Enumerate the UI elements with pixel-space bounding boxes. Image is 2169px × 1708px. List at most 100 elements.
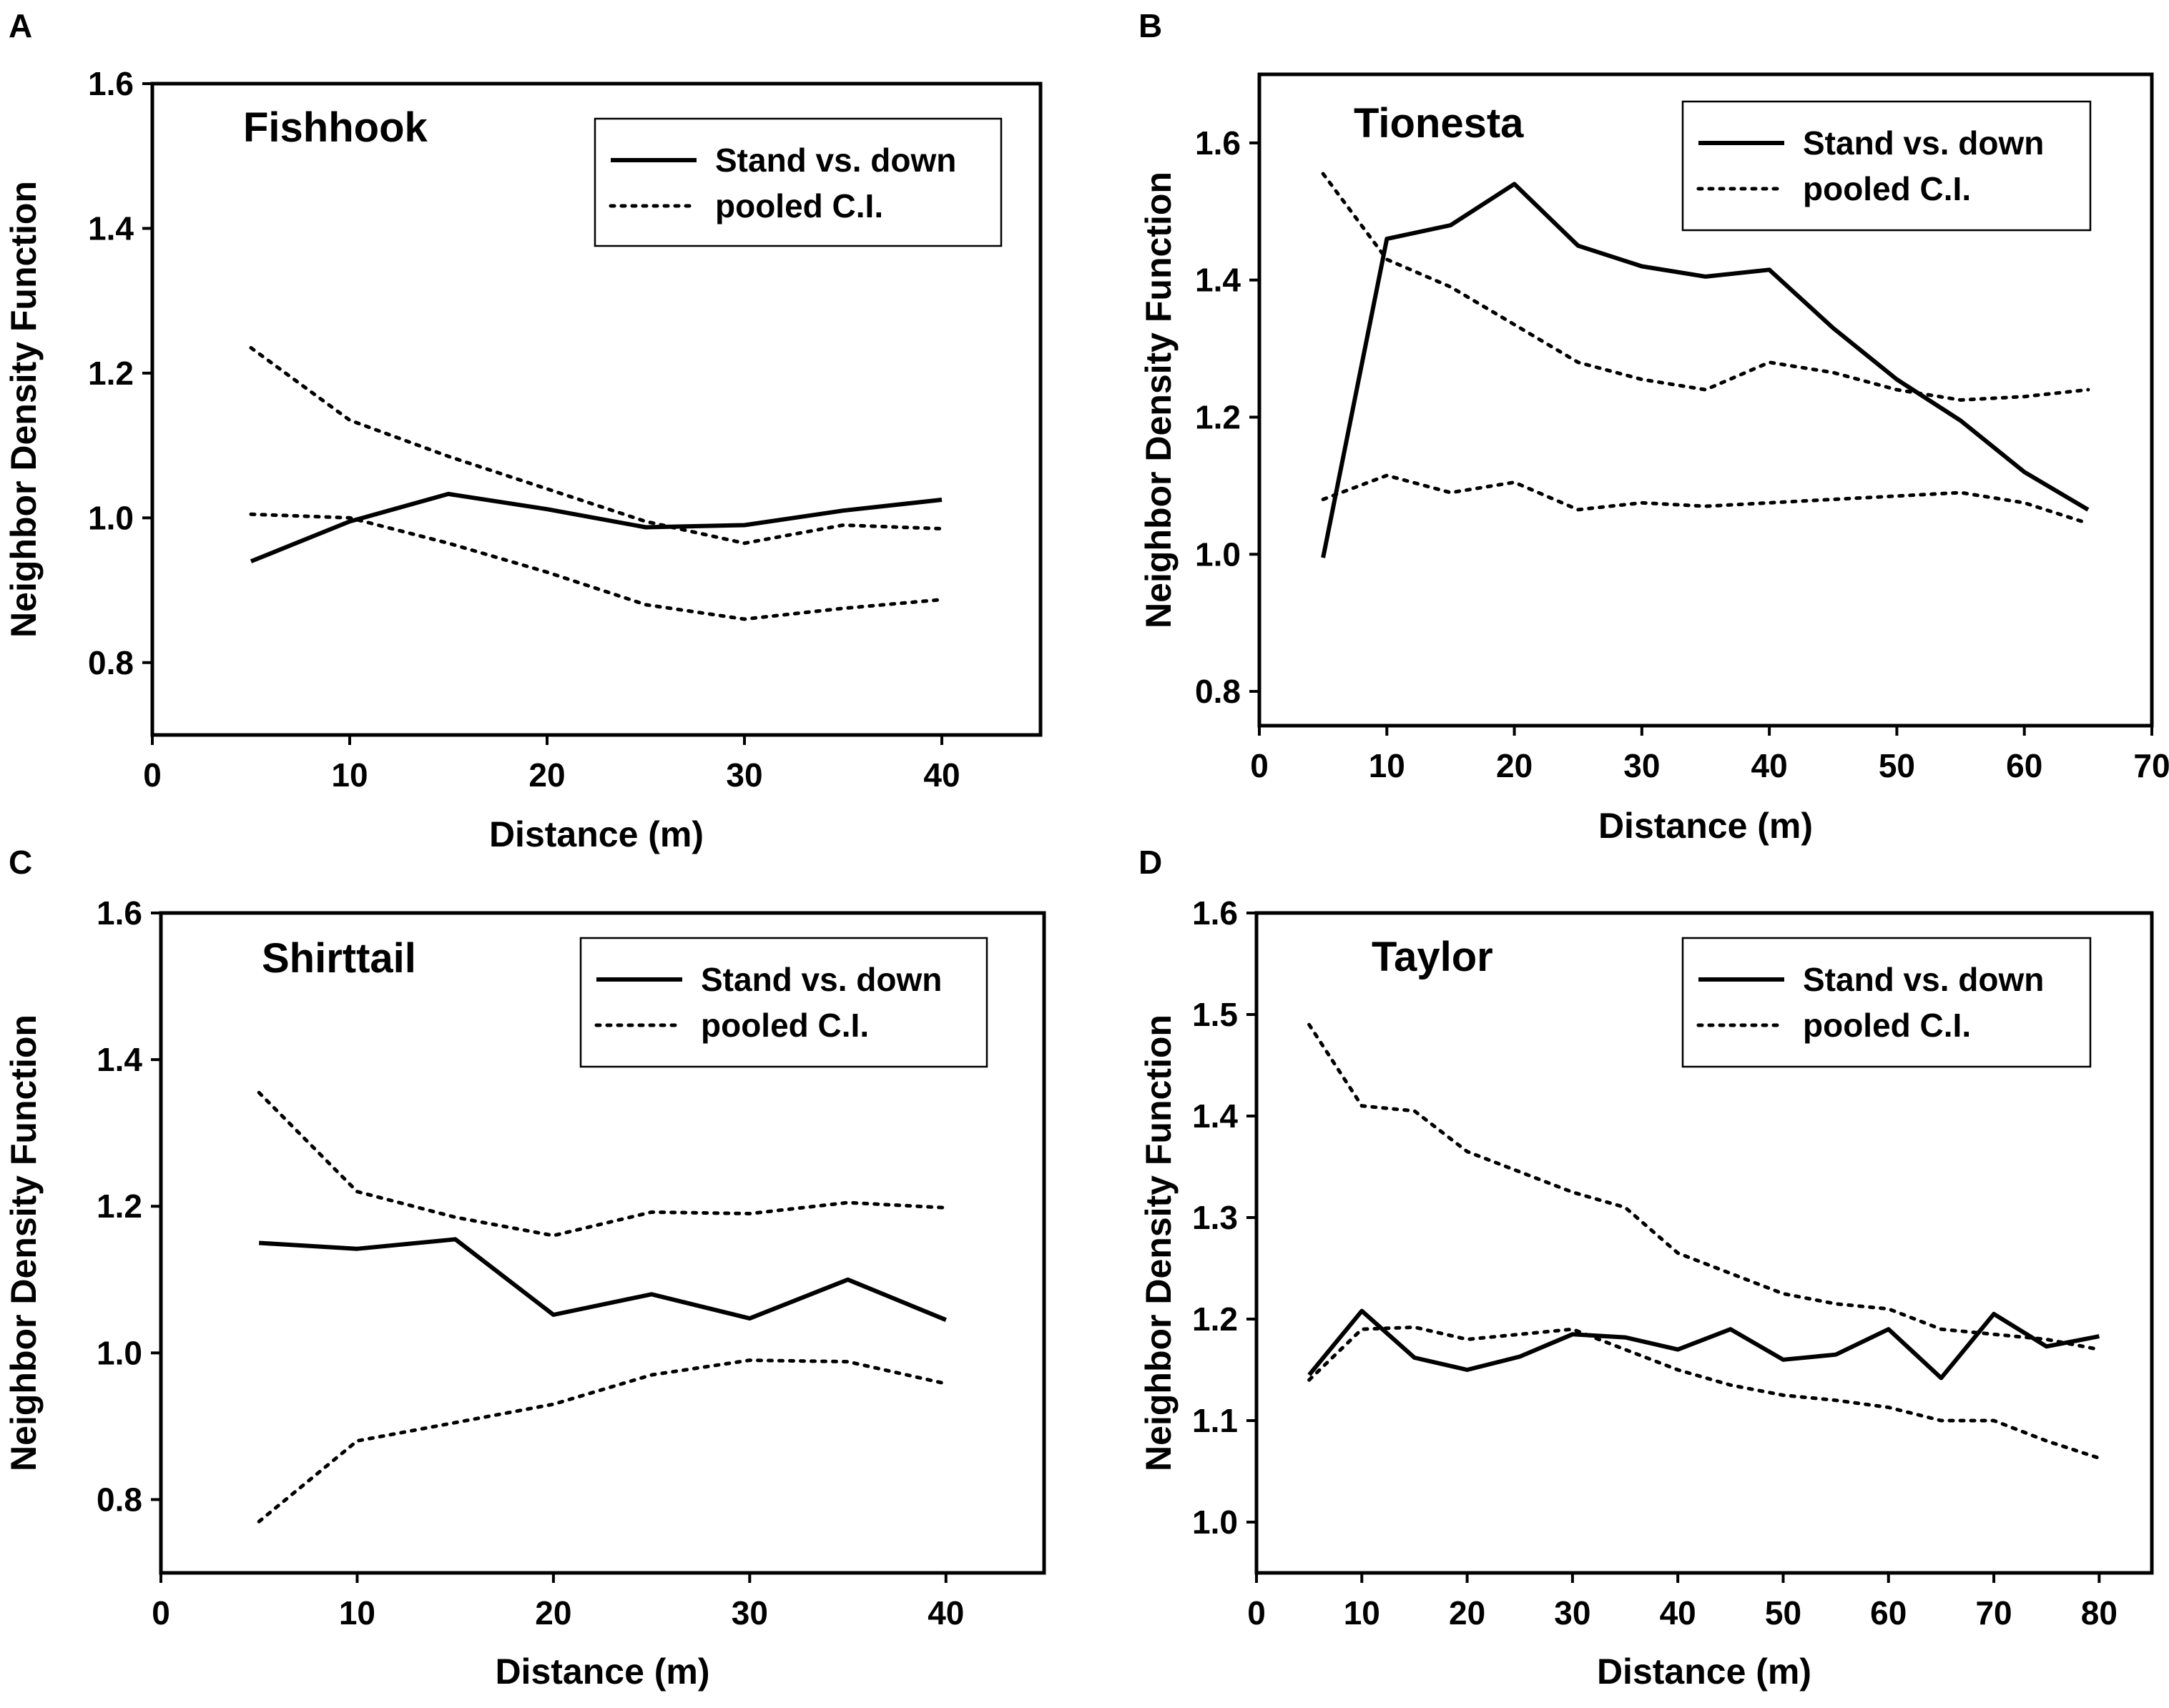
x-tick-label: 30 <box>726 756 762 794</box>
series-line-ci-upper <box>249 346 944 546</box>
x-tick-label: 50 <box>1765 1594 1801 1632</box>
x-tick-label: 20 <box>528 756 565 794</box>
y-tick-label: 1.2 <box>1195 398 1241 435</box>
x-tick-label: 70 <box>1975 1594 2012 1632</box>
x-tick-label: 20 <box>1449 1594 1485 1632</box>
y-tick-label: 0.8 <box>97 1481 142 1518</box>
legend-label-ci: pooled C.I. <box>715 187 883 224</box>
y-tick-label: 1.3 <box>1192 1199 1238 1236</box>
x-tick-label: 80 <box>2081 1594 2118 1632</box>
legend: Stand vs. down pooled C.I. <box>579 937 988 1068</box>
y-axis-label: Neighbor Density Function <box>1138 172 1179 628</box>
panel-letter: A <box>9 7 32 44</box>
x-tick-label: 40 <box>923 756 960 794</box>
x-tick-label: 70 <box>2133 747 2169 784</box>
series-line-ci-lower <box>1321 473 2090 525</box>
plot-frame <box>159 911 1046 1575</box>
x-tick-label: 50 <box>1879 747 1915 784</box>
legend-box <box>1681 937 2092 1068</box>
y-tick-label: 1.4 <box>1192 1097 1238 1135</box>
legend-label-stand: Stand vs. down <box>701 961 942 998</box>
y-tick-label: 1.0 <box>1195 535 1241 573</box>
x-tick-label: 30 <box>1623 747 1660 784</box>
legend-label-stand: Stand vs. down <box>715 142 956 179</box>
y-tick-label: 1.6 <box>88 65 134 102</box>
x-tick-label: 0 <box>1250 747 1269 784</box>
x-axis-label: Distance (m) <box>495 1652 709 1692</box>
series-line-ci-upper <box>1307 1022 2101 1352</box>
x-axis-label: Distance (m) <box>1597 1652 1811 1692</box>
legend-label-ci: pooled C.I. <box>1803 1007 1971 1044</box>
x-tick-label: 20 <box>1496 747 1533 784</box>
panel-title: Tionesta <box>1354 100 1524 147</box>
legend: Stand vs. down pooled C.I. <box>1681 937 2092 1068</box>
x-tick-label: 40 <box>1660 1594 1696 1632</box>
legend-box <box>594 117 1003 247</box>
y-tick-label: 1.2 <box>88 355 134 392</box>
legend-label-ci: pooled C.I. <box>1803 170 1971 207</box>
series-line-ci-upper <box>257 1090 948 1238</box>
x-tick-label: 60 <box>2006 747 2042 784</box>
y-tick-label: 1.4 <box>88 209 134 247</box>
x-tick-label: 10 <box>1369 747 1405 784</box>
y-tick-label: 1.6 <box>97 894 142 932</box>
series-line-stand-vs-down <box>259 1237 947 1322</box>
x-tick-label: 0 <box>152 1594 170 1632</box>
series-line-ci-lower <box>249 512 944 621</box>
panel-title: Taylor <box>1372 934 1493 980</box>
legend: Stand vs. down pooled C.I. <box>1681 100 2092 232</box>
legend-label-stand: Stand vs. down <box>1803 961 2044 998</box>
series-line-ci-lower <box>257 1358 948 1524</box>
y-tick-label: 1.2 <box>97 1188 142 1225</box>
panel-title: Shirttail <box>262 935 416 982</box>
legend-label-stand: Stand vs. down <box>1803 124 2044 162</box>
series-line-stand-vs-down <box>1321 182 2090 558</box>
plot-frame <box>150 82 1043 737</box>
y-tick-label: 1.5 <box>1192 996 1238 1033</box>
y-tick-label: 1.1 <box>1192 1402 1238 1439</box>
chart-panel-C: C 0.8 1.0 1.2 1.4 1.6 0 10 20 30 40 Distance (m) Nei… <box>4 844 1046 1692</box>
y-tick-label: 0.8 <box>88 644 134 681</box>
y-tick-label: 1.0 <box>97 1334 142 1371</box>
x-axis-label: Distance (m) <box>1598 806 1813 846</box>
x-tick-label: 0 <box>1247 1594 1266 1632</box>
legend-label-ci: pooled C.I. <box>701 1007 869 1044</box>
y-tick-label: 1.6 <box>1192 894 1238 932</box>
y-tick-label: 1.6 <box>1195 124 1241 162</box>
x-tick-label: 10 <box>331 756 368 794</box>
series-line-stand-vs-down <box>250 491 943 563</box>
y-tick-label: 1.2 <box>1192 1300 1238 1338</box>
y-tick-label: 1.4 <box>97 1041 142 1078</box>
x-axis-label: Distance (m) <box>489 814 704 854</box>
x-tick-label: 20 <box>535 1594 571 1632</box>
x-tick-label: 10 <box>339 1594 375 1632</box>
y-tick-label: 1.4 <box>1195 262 1241 299</box>
panel-letter: B <box>1138 7 1162 44</box>
y-axis-label: Neighbor Density Function <box>4 181 44 638</box>
panel-title: Fishhook <box>243 104 428 151</box>
y-axis-label: Neighbor Density Function <box>4 1015 44 1471</box>
chart-panel-D: D 1.0 1.1 1.2 1.3 1.4 1.5 1.6 0 10 20 30 40 50 60 70 80 D… <box>1138 844 2154 1692</box>
series-line-ci-upper <box>1321 172 2090 403</box>
x-tick-label: 10 <box>1344 1594 1380 1632</box>
legend-box <box>1681 100 2092 232</box>
series-line-ci-lower <box>1307 1325 2101 1460</box>
plot-frame <box>1257 72 2154 728</box>
panel-letter: C <box>9 844 32 881</box>
x-tick-label: 0 <box>143 756 162 794</box>
y-axis-label: Neighbor Density Function <box>1138 1015 1179 1471</box>
legend-box <box>579 937 988 1068</box>
chart-panel-B: B 0.8 1.0 1.2 1.4 1.6 0 10 20 30 40 50 60 70 Distance … <box>1138 7 2169 846</box>
chart-panel-A: A 0.8 1.0 1.2 1.4 1.6 0 10 20 30 40 Distance (m) Nei… <box>4 7 1043 854</box>
y-tick-label: 1.0 <box>1192 1504 1238 1541</box>
x-tick-label: 30 <box>732 1594 768 1632</box>
legend: Stand vs. down pooled C.I. <box>594 117 1003 247</box>
x-tick-label: 60 <box>1870 1594 1907 1632</box>
plot-frame <box>1254 911 2154 1575</box>
x-tick-label: 30 <box>1554 1594 1590 1632</box>
panel-letter: D <box>1138 844 1162 881</box>
y-tick-label: 1.0 <box>88 499 134 536</box>
y-tick-label: 0.8 <box>1195 673 1241 710</box>
x-tick-label: 40 <box>1751 747 1788 784</box>
